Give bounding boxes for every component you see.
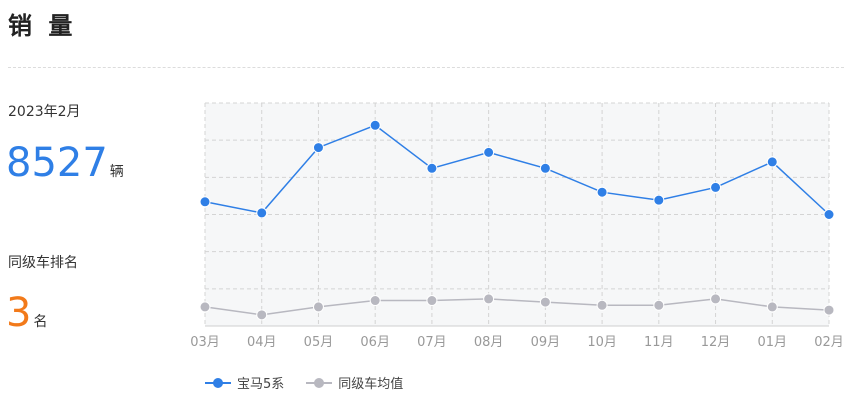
- series-2-point: [766, 301, 778, 313]
- series-2-point: [256, 309, 268, 321]
- series-2-point: [596, 299, 608, 311]
- x-tick-label: 02月: [814, 335, 844, 350]
- sales-value: 8527: [6, 140, 108, 186]
- legend-item-series-2[interactable]: 同级车均值: [306, 373, 403, 392]
- series-1-point: [539, 162, 551, 174]
- series-2-point: [199, 301, 211, 313]
- series-1-point: [710, 181, 722, 193]
- x-tick-label: 03月: [190, 335, 220, 350]
- x-tick-label: 08月: [474, 335, 504, 350]
- rank-unit: 名: [33, 314, 48, 330]
- section-title: 销 量: [8, 12, 77, 40]
- series-1-swatch-icon: [205, 377, 231, 389]
- period-label: 2023年2月: [8, 104, 81, 120]
- series-1-point: [766, 156, 778, 168]
- rank-value: 3: [6, 290, 32, 336]
- x-tick-label: 09月: [531, 335, 561, 350]
- series-2-line: [204, 298, 830, 316]
- series-1-point: [653, 194, 665, 206]
- series-2-point: [426, 295, 438, 307]
- series-1-point: [823, 209, 835, 220]
- x-tick-label: 10月: [587, 335, 617, 350]
- series-1-point: [199, 196, 211, 208]
- series-2-point: [539, 296, 551, 308]
- series-1-point: [426, 162, 438, 174]
- series-2-point: [710, 293, 722, 305]
- legend-label-series-2: 同级车均值: [338, 377, 404, 392]
- x-tick-label: 06月: [360, 335, 390, 350]
- x-tick-label: 11月: [644, 335, 674, 350]
- legend-label-series-1: 宝马5系: [237, 377, 285, 392]
- series-2-point: [369, 295, 381, 307]
- x-tick-label: 05月: [304, 335, 334, 350]
- series-1-point: [312, 142, 324, 154]
- series-2-swatch-icon: [306, 377, 333, 389]
- series-2-point: [312, 301, 324, 313]
- series-1-point: [596, 186, 608, 198]
- rank-label: 同级车排名: [8, 255, 78, 271]
- x-tick-label: 07月: [417, 335, 447, 350]
- series-1-point: [256, 207, 268, 219]
- series-2-point: [823, 304, 835, 316]
- divider: [8, 67, 844, 68]
- sales-figure: 8527 辆: [6, 140, 124, 186]
- series-2-point: [653, 299, 665, 311]
- x-tick-label: 01月: [757, 335, 787, 350]
- legend-item-series-1[interactable]: 宝马5系: [205, 373, 284, 392]
- series-1-line: [204, 124, 830, 216]
- chart-legend: 宝马5系 同级车均值: [205, 373, 403, 392]
- x-tick-label: 04月: [247, 335, 277, 350]
- series-1-point: [369, 119, 381, 131]
- series-1-point: [483, 146, 495, 158]
- x-tick-label: 12月: [701, 335, 731, 350]
- series-2-point: [483, 293, 495, 305]
- sales-unit: 辆: [109, 164, 124, 180]
